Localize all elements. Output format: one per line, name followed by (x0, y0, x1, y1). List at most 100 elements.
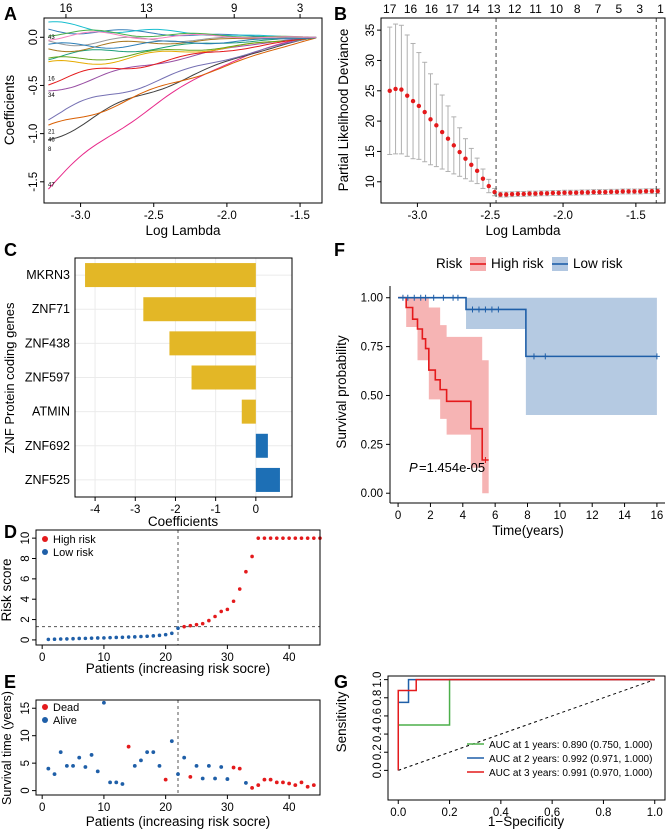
top-count-label: 16 (425, 2, 439, 16)
dead-point (250, 785, 254, 790)
high-risk-point (182, 624, 186, 629)
dead-point (274, 780, 279, 785)
high-risk-point (312, 536, 316, 540)
low-risk-point (139, 634, 143, 639)
alive-point (225, 777, 230, 781)
x-tick-label: -2 (170, 504, 180, 516)
plot-frame (380, 17, 666, 204)
alive-point (108, 780, 112, 785)
low-risk-point (46, 637, 51, 642)
dead-point (311, 783, 316, 788)
y-tick-label: 0.0 (28, 29, 40, 45)
x-tick-label: 0.8 (595, 807, 611, 819)
x-tick-label: 20 (159, 652, 172, 664)
deviance-point (405, 93, 410, 98)
deviance-point (393, 86, 398, 92)
deviance-point (550, 190, 556, 196)
dead-point (163, 777, 168, 782)
y-tick-label: -0.5 (28, 76, 40, 96)
deviance-point (655, 188, 660, 194)
gene-label: ATMIN (32, 405, 70, 419)
y-tick-label: 0.25 (361, 439, 383, 451)
deviance-point (387, 88, 392, 93)
legend-auc-label: AUC at 3 years: 0.991 (0.970, 1.000) (489, 768, 652, 779)
alive-point (145, 750, 150, 755)
coef-path-line (48, 37, 317, 61)
x-axis-label: 1−Specificity (488, 814, 564, 829)
coef-path-line (48, 37, 317, 49)
y-tick-label: 0 (20, 787, 32, 793)
legend-title: Risk (436, 256, 462, 271)
gene-label: ZNF597 (25, 371, 70, 385)
high-risk-point (237, 587, 242, 591)
high-risk-point (268, 536, 273, 540)
alive-point (157, 763, 162, 768)
plot-frame (35, 529, 321, 646)
high-risk-point (219, 609, 224, 614)
top-tick-label: 16 (60, 3, 73, 15)
top-count-label: 11 (529, 2, 542, 16)
censor-mark (411, 294, 418, 301)
y-tick-label: 15 (20, 702, 32, 715)
path-label: 34 (48, 93, 55, 99)
coef-path-line (48, 37, 317, 141)
gene-label: MKRN3 (26, 268, 70, 282)
censor-mark (430, 294, 437, 301)
low-risk-point (120, 635, 125, 640)
deviance-point (486, 183, 491, 189)
deviance-point (539, 191, 544, 196)
high-risk-point (299, 536, 304, 540)
legend-alive: Alive (53, 715, 77, 727)
alive-point (132, 763, 137, 768)
x-tick-label: 40 (283, 652, 296, 664)
alive-point (139, 758, 143, 763)
path-label: 43 (48, 35, 55, 41)
deviance-point (626, 189, 631, 194)
x-tick-label: 8 (524, 510, 530, 522)
alive-point (64, 763, 69, 768)
alive-point (176, 772, 180, 777)
y-tick-label: 4 (20, 595, 32, 602)
high-risk-point (287, 536, 291, 540)
coef-bar (191, 365, 256, 390)
low-risk-point (95, 636, 100, 640)
high-risk-point (231, 599, 236, 604)
censor-mark (482, 306, 489, 313)
legend-dot-dead (42, 704, 48, 710)
y-tick-label: 0.6 (372, 708, 384, 724)
censor-mark (495, 306, 502, 313)
deviance-point (428, 117, 433, 122)
alive-point (46, 766, 51, 771)
deviance-point (474, 168, 480, 174)
deviance-point (498, 192, 503, 197)
deviance-point (649, 188, 655, 194)
pvalue-p: P (409, 460, 418, 475)
high-risk-point (200, 621, 205, 626)
low-risk-point (71, 636, 75, 641)
y-axis-label: Survival probability (334, 335, 349, 449)
alive-point (95, 769, 100, 774)
alive-point (151, 750, 156, 755)
x-axis-label: Patients (increasing risk socre) (86, 661, 271, 676)
deviance-point (451, 143, 457, 148)
low-risk-point (145, 634, 149, 639)
x-tick-label: 0.2 (442, 807, 458, 819)
low-risk-point (157, 633, 162, 638)
path-label: 16 (48, 77, 55, 83)
top-count-label: 3 (636, 2, 643, 16)
x-tick-label: 0.4 (493, 807, 510, 819)
legend-auc-label: AUC at 1 years: 0.890 (0.750, 1.000) (489, 740, 652, 751)
x-tick-label: 0 (253, 504, 259, 516)
y-tick-label: -1.5 (28, 172, 40, 192)
high-risk-point (305, 536, 310, 540)
legend-high-risk: High risk (53, 534, 96, 546)
y-tick-label: 0.0 (372, 762, 384, 778)
alive-point (77, 755, 82, 760)
deviance-point (410, 98, 416, 104)
x-tick-label: 30 (221, 802, 234, 814)
censor-mark (454, 294, 461, 301)
dead-point (262, 777, 267, 782)
y-axis-label: ZNF Protein coding genes (2, 302, 17, 454)
dead-point (231, 765, 236, 770)
low-risk-point (170, 631, 174, 636)
